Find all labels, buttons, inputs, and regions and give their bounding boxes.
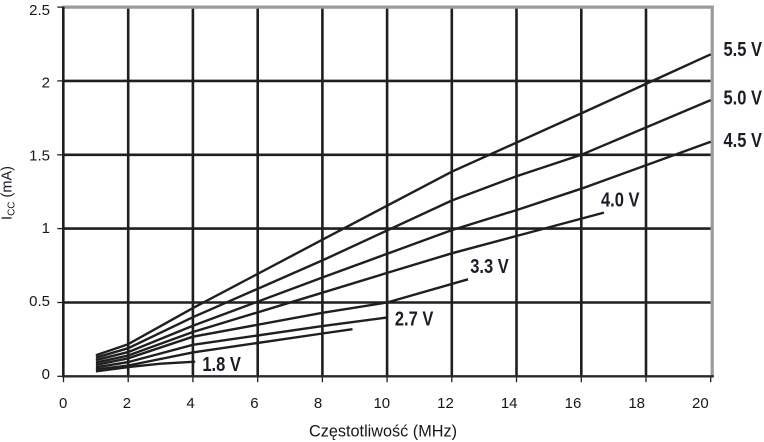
svg-text:0.5: 0.5 <box>29 293 50 310</box>
svg-text:1: 1 <box>42 220 50 237</box>
svg-text:Częstotliwość (MHz): Częstotliwość (MHz) <box>309 422 457 441</box>
svg-text:2: 2 <box>123 395 131 412</box>
svg-text:1.8 V: 1.8 V <box>202 354 241 376</box>
svg-text:4: 4 <box>186 395 194 412</box>
svg-text:5.0 V: 5.0 V <box>724 87 763 109</box>
svg-text:18: 18 <box>628 395 645 412</box>
svg-text:0: 0 <box>59 395 67 412</box>
svg-text:4.5 V: 4.5 V <box>724 130 763 152</box>
svg-text:2.7 V: 2.7 V <box>395 308 434 330</box>
svg-text:2: 2 <box>42 75 50 92</box>
svg-text:1.5: 1.5 <box>29 147 50 164</box>
svg-text:3.3 V: 3.3 V <box>470 256 509 278</box>
svg-text:4.0 V: 4.0 V <box>601 190 640 212</box>
svg-text:5.5 V: 5.5 V <box>724 39 763 61</box>
svg-text:12: 12 <box>437 395 454 412</box>
svg-text:20: 20 <box>692 395 709 412</box>
svg-text:2.5: 2.5 <box>29 2 50 19</box>
svg-text:0: 0 <box>42 366 50 383</box>
svg-text:16: 16 <box>565 395 582 412</box>
svg-text:14: 14 <box>501 395 518 412</box>
svg-text:6: 6 <box>250 395 258 412</box>
svg-text:8: 8 <box>314 395 322 412</box>
svg-text:10: 10 <box>373 395 390 412</box>
